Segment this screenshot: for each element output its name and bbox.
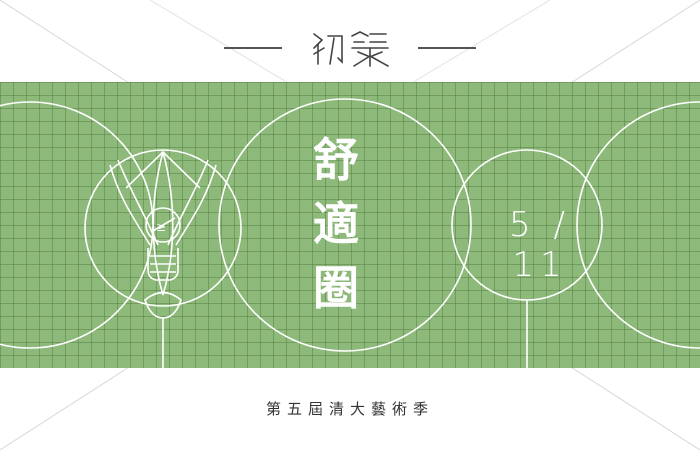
balloon-icon [451, 149, 603, 368]
title-char-3: 圈 [313, 261, 359, 315]
event-date: 5 / 11 [509, 205, 571, 285]
logo-row: 初禦 [0, 28, 700, 68]
circle-right [576, 101, 700, 349]
left-dash [224, 47, 282, 49]
logo-mark: 初禦 [313, 31, 389, 67]
festival-subtitle: 第五屆清大藝術季 [265, 400, 434, 418]
title-char-2: 適 [313, 197, 359, 251]
circle-left [0, 101, 154, 349]
circle-center [218, 98, 472, 352]
right-dash [418, 47, 476, 49]
lightbulb-icon: ≥ [84, 149, 242, 368]
title-char-1: 舒 [313, 133, 359, 187]
main-title: 舒 適 圈 [306, 128, 366, 320]
svg-text:≥: ≥ [156, 220, 166, 234]
grid-band [0, 82, 700, 368]
